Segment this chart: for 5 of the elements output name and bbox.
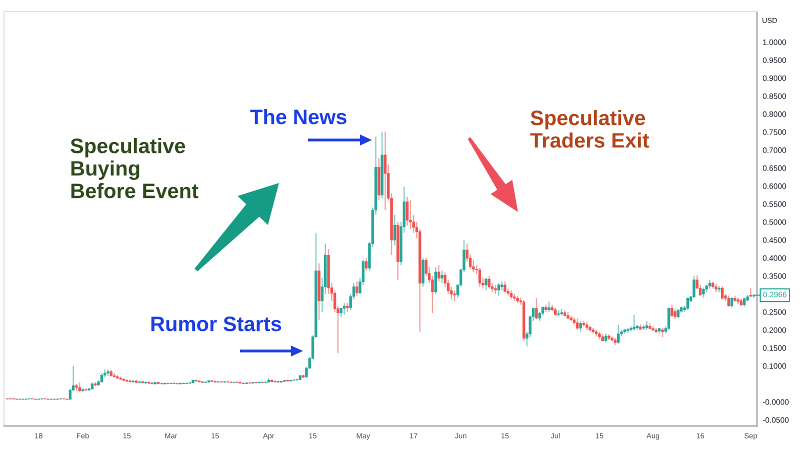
annotation: The News <box>250 109 346 124</box>
candlestick <box>560 308 564 316</box>
annotation: Speculative Traders Exit <box>530 110 650 148</box>
annotation: Rumor Starts <box>151 316 282 332</box>
annotation: Speculative Buying Before Event <box>70 138 198 198</box>
